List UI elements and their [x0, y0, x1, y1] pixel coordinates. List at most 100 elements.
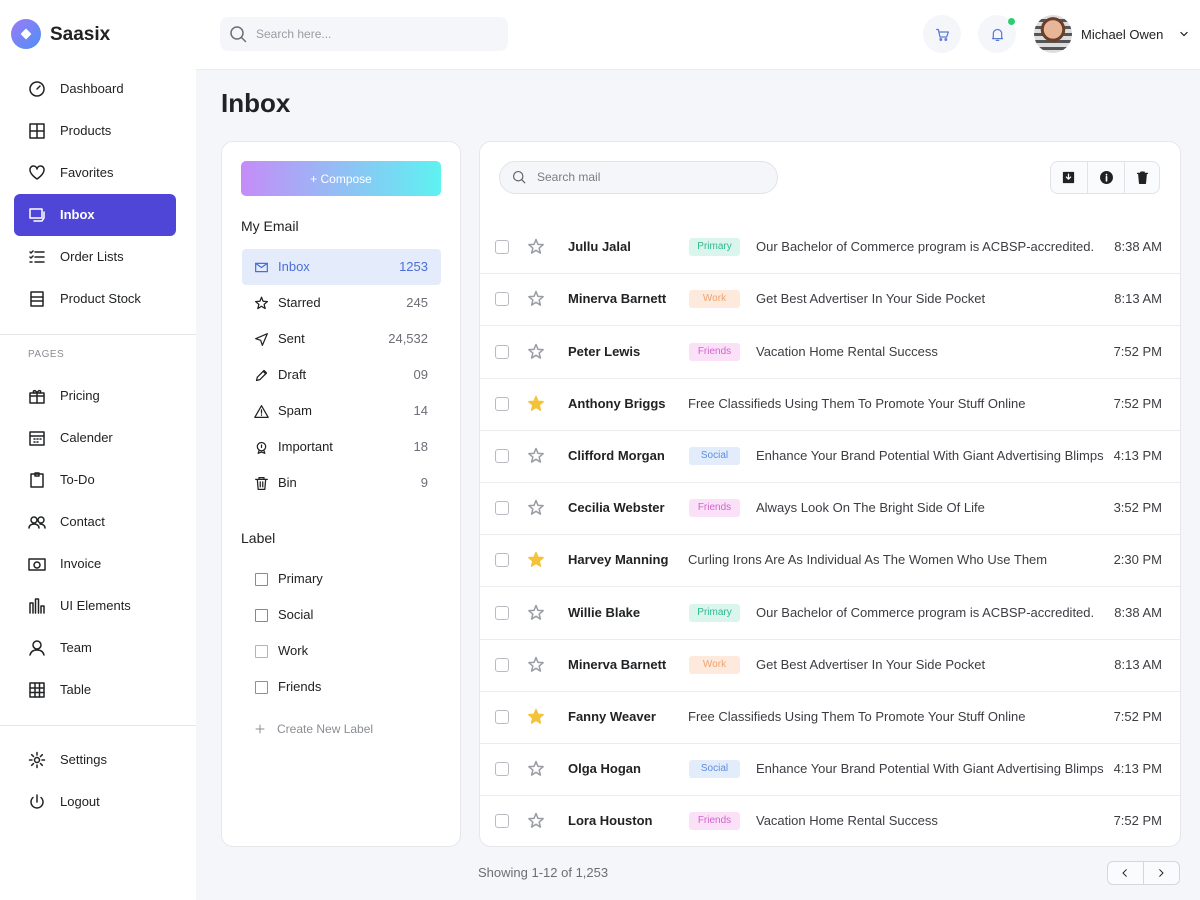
star-toggle: [528, 447, 544, 463]
sender: Clifford Morgan: [568, 447, 665, 463]
nav-item[interactable]: Table: [60, 682, 92, 697]
section-heading: Label: [241, 530, 276, 546]
email-row[interactable]: [480, 325, 1180, 377]
tag: Friends: [697, 815, 732, 827]
label-name: Work: [278, 643, 309, 658]
avatar[interactable]: [1034, 15, 1072, 53]
search-box[interactable]: [220, 17, 508, 51]
compose-button[interactable]: [241, 161, 441, 196]
email-row[interactable]: [480, 482, 1180, 534]
nav-icon: [29, 123, 45, 139]
prev-icon: [1122, 869, 1127, 877]
row-checkbox[interactable]: [495, 657, 509, 672]
row-checkbox[interactable]: [495, 709, 509, 724]
nav-icon: [28, 751, 46, 769]
sender: Olga Hogan: [568, 761, 641, 777]
subject: Vacation Home Rental Success: [756, 813, 938, 829]
folder-icon: [256, 441, 266, 454]
email-row[interactable]: [480, 534, 1180, 586]
subject: Our Bachelor of Commerce program is ACBS…: [756, 604, 1095, 620]
email-row[interactable]: [480, 690, 1180, 743]
label-checkbox[interactable]: [255, 608, 268, 622]
time: 7:52 PM: [1113, 708, 1162, 724]
folder-icon: [254, 332, 268, 346]
folder-name[interactable]: Important: [278, 439, 333, 454]
nav-item[interactable]: Contact: [60, 514, 105, 529]
folder-count: 245: [406, 295, 428, 310]
tag: Primary: [697, 241, 732, 253]
subject: Curling Irons Are As Individual As The W…: [688, 552, 1048, 568]
label-name: Social: [278, 607, 314, 622]
divider: [0, 334, 196, 335]
folder-count: 18: [413, 439, 428, 454]
email-row[interactable]: [480, 429, 1180, 482]
nav-item[interactable]: UI Elements: [60, 598, 131, 613]
row-checkbox[interactable]: [495, 396, 509, 411]
folder-name[interactable]: Sent: [278, 331, 305, 346]
nav-item[interactable]: Pricing: [60, 388, 100, 403]
label-checkbox[interactable]: [255, 680, 268, 694]
subject: Always Look On The Bright Side Of Life: [756, 500, 985, 516]
compose-label: + Compose: [310, 172, 372, 186]
time: 2:30 PM: [1113, 552, 1162, 568]
row-checkbox[interactable]: [495, 292, 509, 307]
nav-item[interactable]: Inbox: [60, 207, 95, 222]
tag-pill: [689, 812, 740, 831]
sender: Minerva Barnett: [568, 291, 667, 307]
nav-item[interactable]: Product Stock: [60, 291, 141, 306]
nav-icon: [28, 516, 46, 529]
notification-dot: [1008, 18, 1015, 25]
tag: Social: [700, 449, 729, 461]
nav-item[interactable]: Settings: [60, 752, 107, 767]
sender: Cecilia Webster: [568, 500, 665, 516]
tag-pill: [689, 342, 740, 361]
nav-item[interactable]: To-Do: [60, 472, 95, 487]
label-checkbox[interactable]: [255, 572, 268, 586]
page-divider: [1143, 861, 1144, 885]
nav-item[interactable]: Calender: [60, 430, 113, 445]
nav-active[interactable]: [14, 194, 176, 236]
row-checkbox[interactable]: [495, 814, 509, 829]
row-checkbox[interactable]: [495, 240, 509, 255]
nav-item[interactable]: Favorites: [60, 165, 114, 180]
folder-name[interactable]: Spam: [278, 403, 312, 418]
nav-icon: [29, 431, 45, 446]
email-row[interactable]: [480, 273, 1180, 325]
nav-item[interactable]: Products: [60, 123, 112, 138]
folder-active[interactable]: [242, 249, 441, 285]
nav-item[interactable]: Logout: [60, 794, 100, 809]
row-checkbox[interactable]: [495, 605, 509, 620]
mail-search[interactable]: [499, 161, 778, 194]
row-checkbox[interactable]: [495, 553, 509, 568]
email-row[interactable]: [480, 586, 1180, 638]
email-row[interactable]: [480, 795, 1180, 847]
time: 7:52 PM: [1113, 813, 1162, 829]
tag-pill: [689, 603, 740, 622]
page-title: Inbox: [221, 88, 291, 118]
nav-item[interactable]: Invoice: [60, 556, 102, 571]
time: 4:13 PM: [1113, 761, 1162, 777]
subject: Vacation Home Rental Success: [756, 343, 938, 359]
row-checkbox[interactable]: [495, 448, 509, 463]
folder-name[interactable]: Inbox: [278, 259, 310, 274]
folder-icon: [254, 476, 268, 490]
archive-icon: [1062, 171, 1074, 183]
nav-item[interactable]: Team: [60, 640, 92, 655]
sender: Willie Blake: [568, 604, 641, 620]
folder-name[interactable]: Bin: [278, 475, 297, 490]
folder-name[interactable]: Starred: [278, 295, 321, 310]
email-row[interactable]: [480, 377, 1180, 430]
folder-name[interactable]: Draft: [278, 367, 307, 382]
user-menu-chevron: [1180, 31, 1188, 37]
nav-item[interactable]: Order Lists: [60, 249, 124, 264]
row-checkbox[interactable]: [495, 762, 509, 777]
cart-button[interactable]: [923, 15, 961, 53]
row-checkbox[interactable]: [495, 344, 509, 359]
row-checkbox[interactable]: [495, 501, 509, 516]
nav-item[interactable]: Dashboard: [60, 81, 124, 96]
star-toggle: [528, 343, 544, 359]
user-name: Michael Owen: [1081, 27, 1164, 42]
label-checkbox[interactable]: [255, 644, 268, 658]
email-row[interactable]: [480, 743, 1180, 795]
email-row[interactable]: [480, 638, 1180, 691]
